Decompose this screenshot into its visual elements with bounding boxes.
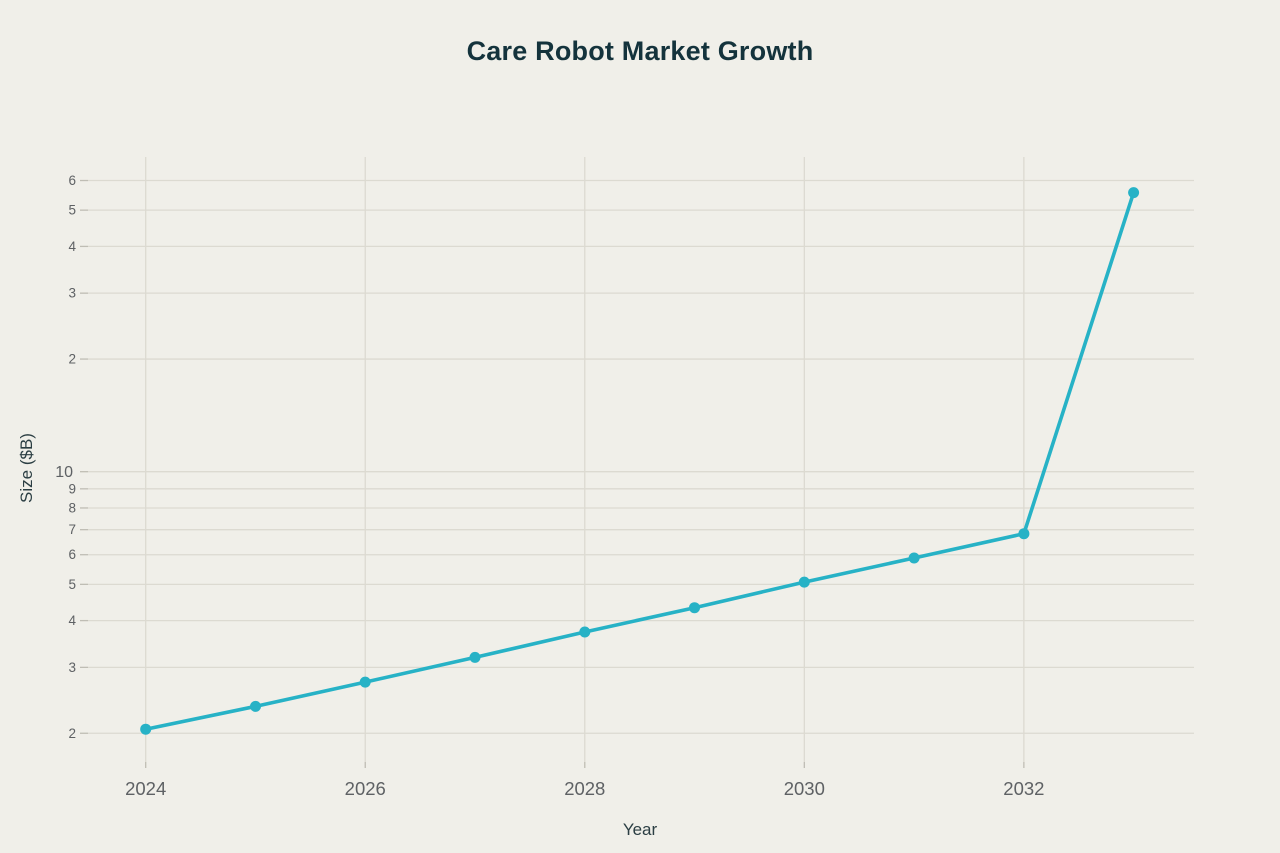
y-tick-label: 10 [55,464,73,481]
chart-title: Care Robot Market Growth [466,36,814,66]
data-point-marker [908,552,920,564]
y-tick-label: 5 [68,577,76,592]
y-tick-label: 2 [68,726,76,741]
y-tick-label: 3 [68,286,76,301]
y-tick-label: 4 [68,239,76,254]
data-point-marker [1018,528,1030,540]
data-point-marker [140,723,152,735]
y-tick-label: 3 [68,660,76,675]
gridlines [88,157,1194,762]
x-tick-label: 2028 [564,778,605,799]
y-tick-label: 8 [68,500,76,515]
series-markers [140,187,1140,735]
data-point-marker [1128,187,1140,199]
x-tick-label: 2032 [1003,778,1044,799]
y-tick-label: 2 [68,352,76,367]
y-tick-label: 5 [68,203,76,218]
y-tick-label: 7 [68,522,76,537]
data-point-marker [689,602,700,614]
data-point-marker [250,700,261,712]
x-tick-label: 2030 [784,778,825,799]
data-point-marker [469,651,481,663]
data-point-marker [359,676,371,688]
series-line [143,190,1136,732]
y-tick-label: 6 [68,547,76,562]
y-tick-label: 4 [68,613,76,628]
x-tick-label: 2024 [125,778,166,799]
x-axis-title: Year [622,820,658,839]
data-point-marker [798,576,810,588]
y-tick-label: 6 [68,173,76,188]
tick-labels: 2 3 4 5 6 7 8 910 2 3 4 5 6 2024 2026 2028 2030 2032 [55,173,1044,799]
data-point-marker [579,626,591,638]
axis-ticks [80,179,1025,768]
x-tick-label: 2026 [345,778,386,799]
y-tick-label: 9 [68,481,76,496]
